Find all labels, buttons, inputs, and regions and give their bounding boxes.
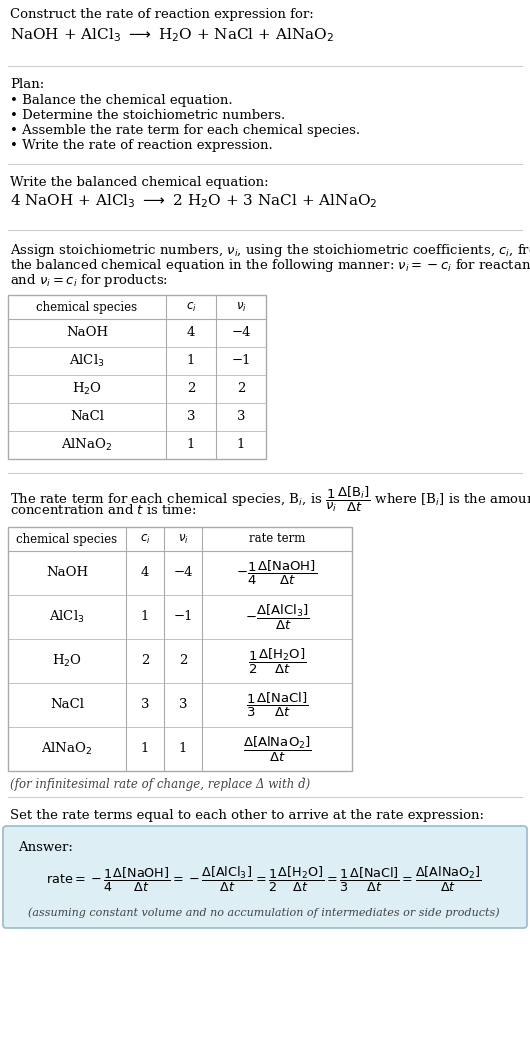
Text: Construct the rate of reaction expression for:: Construct the rate of reaction expressio…	[10, 8, 314, 21]
Text: 1: 1	[237, 439, 245, 451]
Text: • Write the rate of reaction expression.: • Write the rate of reaction expression.	[10, 139, 273, 152]
Text: Answer:: Answer:	[18, 841, 73, 854]
Bar	[8, 295, 266, 458]
Text: AlNaO$_2$: AlNaO$_2$	[61, 437, 113, 453]
Text: The rate term for each chemical species, B$_i$, is $\dfrac{1}{\nu_i}\dfrac{\Delt: The rate term for each chemical species,…	[10, 485, 530, 515]
Text: H$_2$O: H$_2$O	[72, 381, 102, 397]
Text: −1: −1	[231, 354, 251, 368]
Text: 3: 3	[237, 411, 245, 423]
Text: rate term: rate term	[249, 532, 305, 546]
Text: concentration and $t$ is time:: concentration and $t$ is time:	[10, 503, 197, 517]
Text: $\dfrac{1}{3}\dfrac{\Delta[\mathrm{NaCl}]}{\Delta t}$: $\dfrac{1}{3}\dfrac{\Delta[\mathrm{NaCl}…	[246, 691, 308, 719]
Text: • Assemble the rate term for each chemical species.: • Assemble the rate term for each chemic…	[10, 124, 360, 137]
Text: $c_i$: $c_i$	[186, 300, 196, 314]
Text: NaCl: NaCl	[50, 698, 84, 712]
Text: $\dfrac{1}{2}\dfrac{\Delta[\mathrm{H_2O}]}{\Delta t}$: $\dfrac{1}{2}\dfrac{\Delta[\mathrm{H_2O}…	[248, 646, 306, 675]
Text: NaCl: NaCl	[70, 411, 104, 423]
Text: $-\dfrac{1}{4}\dfrac{\Delta[\mathrm{NaOH}]}{\Delta t}$: $-\dfrac{1}{4}\dfrac{\Delta[\mathrm{NaOH…	[236, 559, 317, 587]
Bar	[8, 527, 352, 771]
Text: Assign stoichiometric numbers, $\nu_i$, using the stoichiometric coefficients, $: Assign stoichiometric numbers, $\nu_i$, …	[10, 242, 530, 259]
Text: (assuming constant volume and no accumulation of intermediates or side products): (assuming constant volume and no accumul…	[28, 907, 500, 918]
Text: 1: 1	[141, 743, 149, 755]
Text: NaOH: NaOH	[46, 567, 88, 579]
Text: $-\dfrac{\Delta[\mathrm{AlCl_3}]}{\Delta t}$: $-\dfrac{\Delta[\mathrm{AlCl_3}]}{\Delta…	[245, 602, 310, 631]
Text: 1: 1	[187, 439, 195, 451]
Text: and $\nu_i = c_i$ for products:: and $\nu_i = c_i$ for products:	[10, 272, 168, 289]
Text: AlNaO$_2$: AlNaO$_2$	[41, 741, 93, 758]
Text: −4: −4	[173, 567, 193, 579]
Text: 4: 4	[187, 326, 195, 340]
Text: 1: 1	[187, 354, 195, 368]
Text: 3: 3	[141, 698, 149, 712]
Text: 3: 3	[179, 698, 187, 712]
Text: 2: 2	[179, 654, 187, 668]
Text: AlCl$_3$: AlCl$_3$	[69, 353, 105, 369]
Text: 1: 1	[141, 611, 149, 623]
Text: • Determine the stoichiometric numbers.: • Determine the stoichiometric numbers.	[10, 109, 285, 122]
Text: chemical species: chemical species	[37, 300, 138, 314]
Text: (for infinitesimal rate of change, replace Δ with ḋ): (for infinitesimal rate of change, repla…	[10, 777, 310, 791]
Text: 4: 4	[141, 567, 149, 579]
Text: NaOH + AlCl$_3$ $\longrightarrow$ H$_2$O + NaCl + AlNaO$_2$: NaOH + AlCl$_3$ $\longrightarrow$ H$_2$O…	[10, 26, 334, 44]
Text: the balanced chemical equation in the following manner: $\nu_i = -c_i$ for react: the balanced chemical equation in the fo…	[10, 257, 530, 274]
Text: −4: −4	[231, 326, 251, 340]
Text: 2: 2	[141, 654, 149, 668]
Text: 2: 2	[237, 382, 245, 396]
Text: 1: 1	[179, 743, 187, 755]
Text: 3: 3	[187, 411, 195, 423]
FancyBboxPatch shape	[3, 826, 527, 928]
Text: NaOH: NaOH	[66, 326, 108, 340]
Text: Write the balanced chemical equation:: Write the balanced chemical equation:	[10, 176, 269, 189]
Text: $\mathrm{rate} = -\dfrac{1}{4}\dfrac{\Delta[\mathrm{NaOH}]}{\Delta t} = -\dfrac{: $\mathrm{rate} = -\dfrac{1}{4}\dfrac{\De…	[46, 865, 482, 894]
Text: $\nu_i$: $\nu_i$	[178, 532, 188, 546]
Text: chemical species: chemical species	[16, 532, 118, 546]
Text: H$_2$O: H$_2$O	[52, 653, 82, 669]
Text: Plan:: Plan:	[10, 78, 44, 91]
Text: $\nu_i$: $\nu_i$	[236, 300, 246, 314]
Text: • Balance the chemical equation.: • Balance the chemical equation.	[10, 94, 233, 107]
Text: $\dfrac{\Delta[\mathrm{AlNaO_2}]}{\Delta t}$: $\dfrac{\Delta[\mathrm{AlNaO_2}]}{\Delta…	[243, 735, 312, 764]
Text: Set the rate terms equal to each other to arrive at the rate expression:: Set the rate terms equal to each other t…	[10, 809, 484, 822]
Text: AlCl$_3$: AlCl$_3$	[49, 609, 85, 625]
Text: 4 NaOH + AlCl$_3$ $\longrightarrow$ 2 H$_2$O + 3 NaCl + AlNaO$_2$: 4 NaOH + AlCl$_3$ $\longrightarrow$ 2 H$…	[10, 192, 377, 209]
Text: −1: −1	[173, 611, 193, 623]
Text: 2: 2	[187, 382, 195, 396]
Text: $c_i$: $c_i$	[139, 532, 151, 546]
